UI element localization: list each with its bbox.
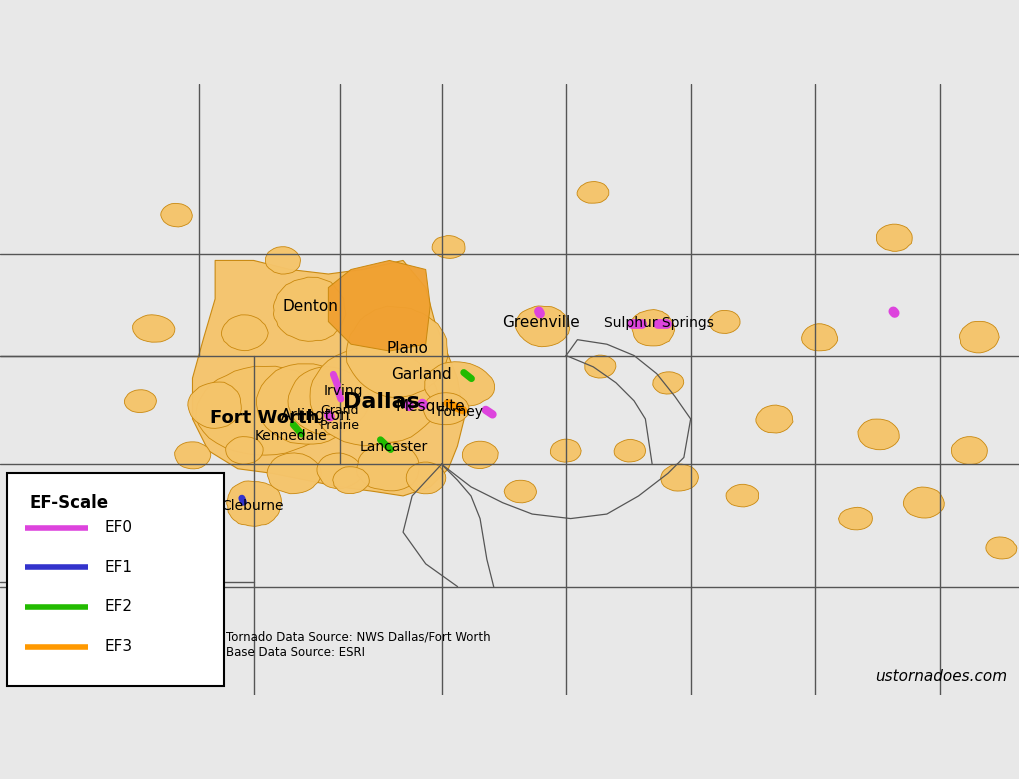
Polygon shape — [653, 372, 684, 394]
Text: Mesquite: Mesquite — [395, 399, 465, 414]
Polygon shape — [196, 366, 334, 455]
Text: EF0: EF0 — [104, 520, 132, 535]
Polygon shape — [952, 437, 987, 464]
Text: Greenville: Greenville — [502, 315, 580, 330]
Polygon shape — [317, 453, 363, 488]
Text: Denton: Denton — [282, 299, 338, 315]
Polygon shape — [221, 315, 268, 351]
Polygon shape — [226, 481, 281, 527]
Polygon shape — [425, 361, 494, 407]
Polygon shape — [550, 439, 581, 462]
Polygon shape — [585, 355, 615, 378]
Text: Grand
Prairie: Grand Prairie — [320, 404, 360, 432]
Polygon shape — [174, 442, 211, 469]
Text: Kennedale: Kennedale — [255, 429, 327, 443]
Polygon shape — [709, 310, 740, 333]
Polygon shape — [726, 485, 759, 507]
Polygon shape — [273, 277, 345, 341]
Polygon shape — [424, 393, 469, 425]
Polygon shape — [432, 235, 465, 259]
Polygon shape — [161, 203, 193, 227]
Polygon shape — [516, 306, 570, 347]
Text: Dallas: Dallas — [343, 392, 420, 412]
Polygon shape — [98, 485, 128, 507]
Polygon shape — [132, 315, 175, 342]
Text: Forney: Forney — [436, 405, 483, 419]
Polygon shape — [660, 464, 698, 491]
Polygon shape — [839, 507, 872, 530]
Polygon shape — [193, 260, 465, 496]
Polygon shape — [187, 382, 242, 428]
Polygon shape — [288, 367, 369, 435]
Text: EF2: EF2 — [104, 599, 132, 615]
Polygon shape — [802, 324, 838, 351]
FancyBboxPatch shape — [7, 474, 224, 686]
Polygon shape — [985, 537, 1017, 559]
Polygon shape — [310, 346, 438, 446]
Polygon shape — [357, 442, 419, 491]
Text: Sulphur Springs: Sulphur Springs — [604, 315, 714, 330]
Polygon shape — [858, 419, 899, 449]
Polygon shape — [346, 306, 447, 397]
Polygon shape — [960, 322, 1000, 353]
Polygon shape — [328, 260, 430, 351]
Text: EF1: EF1 — [104, 560, 132, 575]
Polygon shape — [614, 439, 646, 462]
Text: EF3: EF3 — [104, 639, 132, 654]
Polygon shape — [876, 224, 912, 252]
Text: Garland: Garland — [391, 367, 451, 382]
Polygon shape — [756, 405, 793, 433]
Text: Irving: Irving — [323, 383, 363, 397]
Text: Fort Worth: Fort Worth — [210, 409, 320, 427]
Polygon shape — [332, 467, 369, 494]
Polygon shape — [225, 437, 263, 464]
Text: Arlington: Arlington — [281, 408, 351, 423]
Polygon shape — [407, 462, 446, 494]
Text: ustornadoes.com: ustornadoes.com — [875, 669, 1008, 684]
Polygon shape — [257, 364, 355, 444]
Polygon shape — [504, 481, 536, 503]
Polygon shape — [124, 390, 157, 413]
Polygon shape — [903, 487, 945, 518]
Text: Lancaster: Lancaster — [360, 440, 428, 454]
Polygon shape — [577, 182, 608, 203]
Text: Tornado Data Source: NWS Dallas/Fort Worth
Base Data Source: ESRI: Tornado Data Source: NWS Dallas/Fort Wor… — [226, 631, 491, 659]
Polygon shape — [265, 247, 301, 274]
Polygon shape — [267, 453, 321, 494]
Polygon shape — [631, 309, 675, 346]
Text: Cleburne: Cleburne — [221, 499, 283, 513]
Text: Plano: Plano — [386, 341, 429, 356]
Polygon shape — [463, 441, 498, 469]
Text: EF-Scale: EF-Scale — [30, 494, 109, 512]
